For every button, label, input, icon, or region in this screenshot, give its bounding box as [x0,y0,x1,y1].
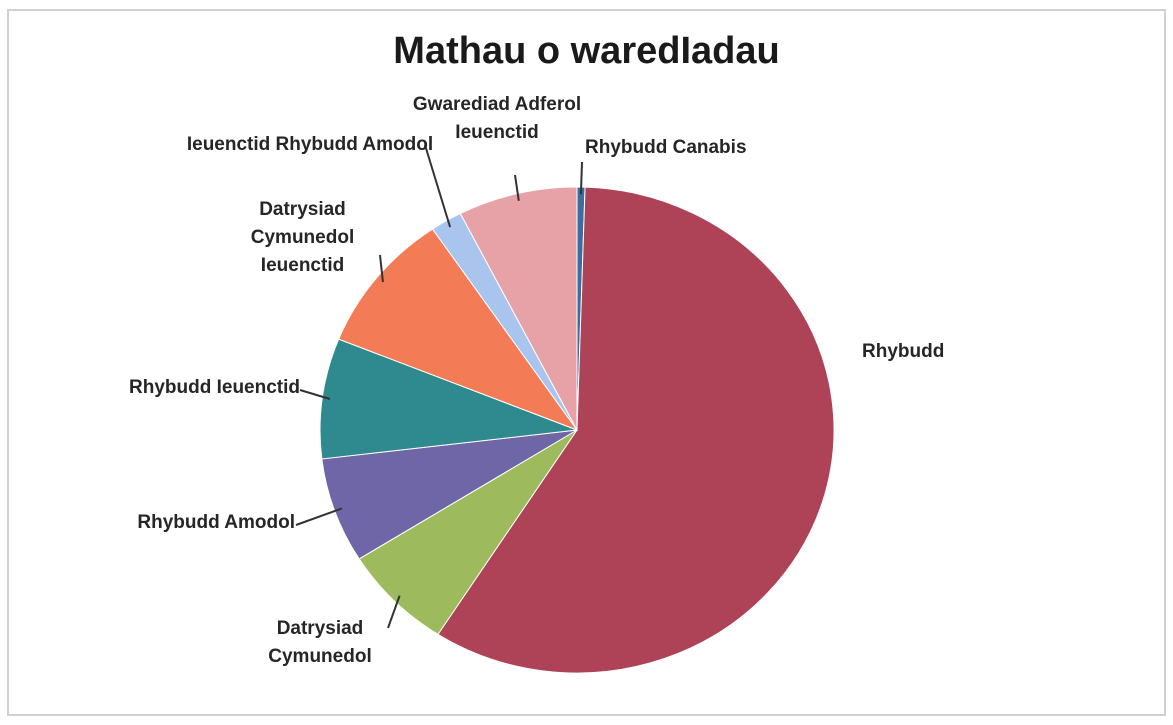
leader-line [579,161,583,195]
pie-slice [337,228,579,432]
leader-line [295,507,343,526]
leader-line [514,174,520,201]
leader-line [424,144,452,228]
slice-label: Rhybudd Ieuenctid [129,377,300,398]
leader-line [387,595,401,629]
leader-line [299,389,331,400]
pie-slice [319,338,578,460]
chart-title: Mathau o waredIadau [393,30,780,72]
pie-slice [437,186,835,674]
slice-label: Datrysiad Cymunedol Ieuenctid [250,199,355,276]
pie-slice [358,429,578,636]
chart-frame [7,9,1166,716]
slice-label: Datrysiad Cymunedol [268,618,372,667]
slice-label: Rhybudd [862,341,945,362]
slice-label: Rhybudd Amodol [137,512,295,533]
slice-label: Ieuenctid Rhybudd Amodol [186,134,434,155]
slice-label: Rhybudd Canabis [585,137,747,158]
leader-line [379,254,384,283]
slice-label: Gwarediad Adferol Ieuenctid [412,94,582,143]
